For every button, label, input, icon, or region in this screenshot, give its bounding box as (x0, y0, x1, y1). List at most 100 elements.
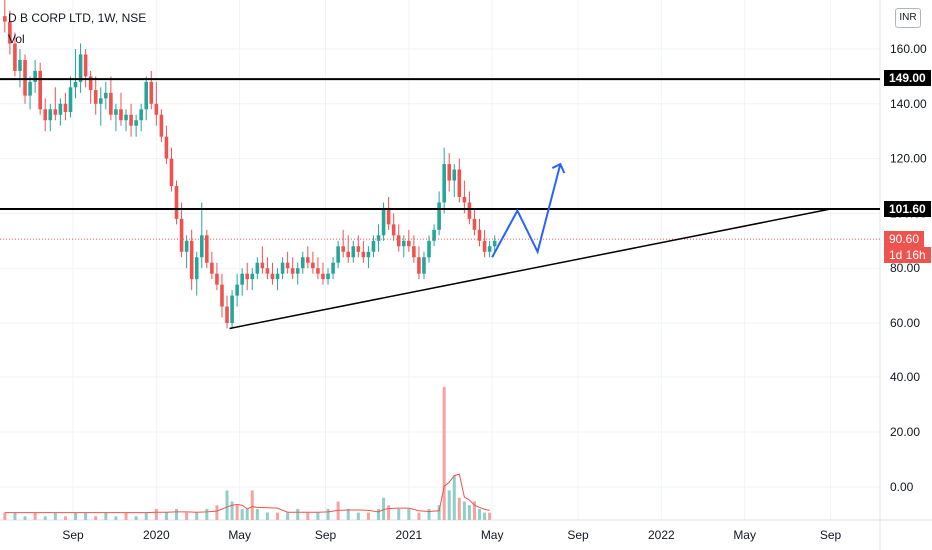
candle-body (270, 273, 275, 280)
volume-bar (417, 512, 421, 520)
volume-bar (276, 512, 280, 520)
volume-bar (195, 512, 199, 520)
candle-body (361, 251, 366, 258)
candle-body (114, 109, 118, 115)
volume-bar (472, 501, 476, 520)
x-tick-label: May (481, 528, 504, 542)
volume-bar (483, 512, 487, 520)
candle-body (422, 257, 426, 274)
candle-body (381, 207, 386, 236)
volume-bar (205, 508, 209, 520)
volume-bar (245, 508, 249, 520)
x-tick-label: 2020 (143, 528, 170, 542)
volume-bar (467, 505, 471, 520)
volume-bar (94, 516, 98, 520)
candle-body (306, 257, 310, 263)
candle-body (265, 268, 270, 274)
candle-body (205, 235, 209, 263)
volume-bar (215, 505, 219, 520)
candle-body (210, 262, 214, 274)
y-tick-label: 160.00 (890, 42, 927, 56)
candle-body (225, 306, 229, 323)
candle-body (73, 81, 78, 88)
candle-body (280, 262, 285, 274)
candle-body (356, 246, 361, 252)
volume-bar (235, 505, 239, 520)
volume-bar (255, 508, 259, 520)
volume-bar (462, 501, 466, 520)
volume-label: Vol (8, 32, 25, 46)
volume-bar (154, 508, 158, 520)
symbol-title: D B CORP LTD, 1W, NSE (8, 11, 147, 25)
x-tick-label: Sep (820, 528, 842, 542)
candle-body (467, 202, 472, 219)
volume-bar (407, 508, 411, 520)
candle-body (295, 268, 300, 274)
candle-body (341, 246, 345, 252)
candle-body (492, 240, 497, 247)
volume-bar (377, 508, 381, 520)
candle-body (139, 109, 143, 121)
volume-bar (13, 512, 17, 520)
volume-bars (3, 386, 492, 520)
horizontal-levels[interactable] (0, 78, 880, 240)
candle-body (447, 164, 452, 181)
candle-body (23, 59, 27, 96)
y-tick-label: 120.00 (890, 152, 927, 166)
volume-bar (74, 512, 78, 520)
volume-bar (296, 508, 300, 520)
candle-body (376, 235, 381, 241)
candle-body (457, 169, 462, 197)
volume-bar (452, 475, 456, 520)
currency-button[interactable]: INR (895, 8, 921, 28)
x-tick-label: Sep (315, 528, 337, 542)
candle-body (401, 240, 406, 247)
ascending-trendline (229, 208, 831, 330)
volume-ma-line (4, 473, 490, 514)
volume-bar (457, 497, 461, 520)
candle-body (417, 257, 421, 274)
candle-body (235, 284, 239, 296)
volume-bar (397, 508, 401, 520)
candle-body (93, 90, 98, 104)
candle-body (154, 103, 159, 115)
volume-bar (356, 512, 360, 520)
volume-bar (488, 512, 492, 520)
candle-body (68, 87, 73, 113)
candle-body (346, 251, 351, 258)
volume-bar (382, 497, 386, 520)
volume-bar (114, 516, 118, 520)
volume-bar (53, 512, 57, 520)
candle-body (326, 273, 330, 280)
x-tick-label: May (228, 528, 251, 542)
volume-bar (225, 490, 229, 520)
volume-bar (134, 516, 138, 520)
time-axis[interactable]: Sep 2020 May Sep 2021 May Sep 2022 May Sep (62, 528, 841, 542)
volume-bar (240, 508, 244, 520)
volume-bar (427, 508, 431, 520)
candle-body (240, 273, 244, 285)
volume-bar (442, 386, 446, 520)
volume-bar (3, 512, 7, 520)
candle-body (124, 114, 128, 121)
candle-body (28, 81, 32, 96)
trend-drawings[interactable] (229, 162, 831, 330)
candle-body (230, 295, 234, 323)
volume-bar (144, 512, 148, 520)
volume-bar (104, 512, 108, 520)
candle-body (109, 92, 113, 115)
candle-body (33, 70, 37, 82)
candle-body (412, 246, 416, 258)
candle-body (462, 196, 467, 203)
candle-body (144, 81, 149, 110)
candle-body (275, 273, 280, 280)
candle-body (134, 120, 138, 126)
volume-bar (447, 490, 451, 520)
price-axis[interactable]: 160.00140.00120.00100.0080.0060.0040.002… (890, 42, 927, 494)
candle-body (285, 262, 290, 269)
candle-body (472, 218, 477, 230)
candle-body (371, 240, 376, 252)
candle-body (58, 103, 63, 115)
